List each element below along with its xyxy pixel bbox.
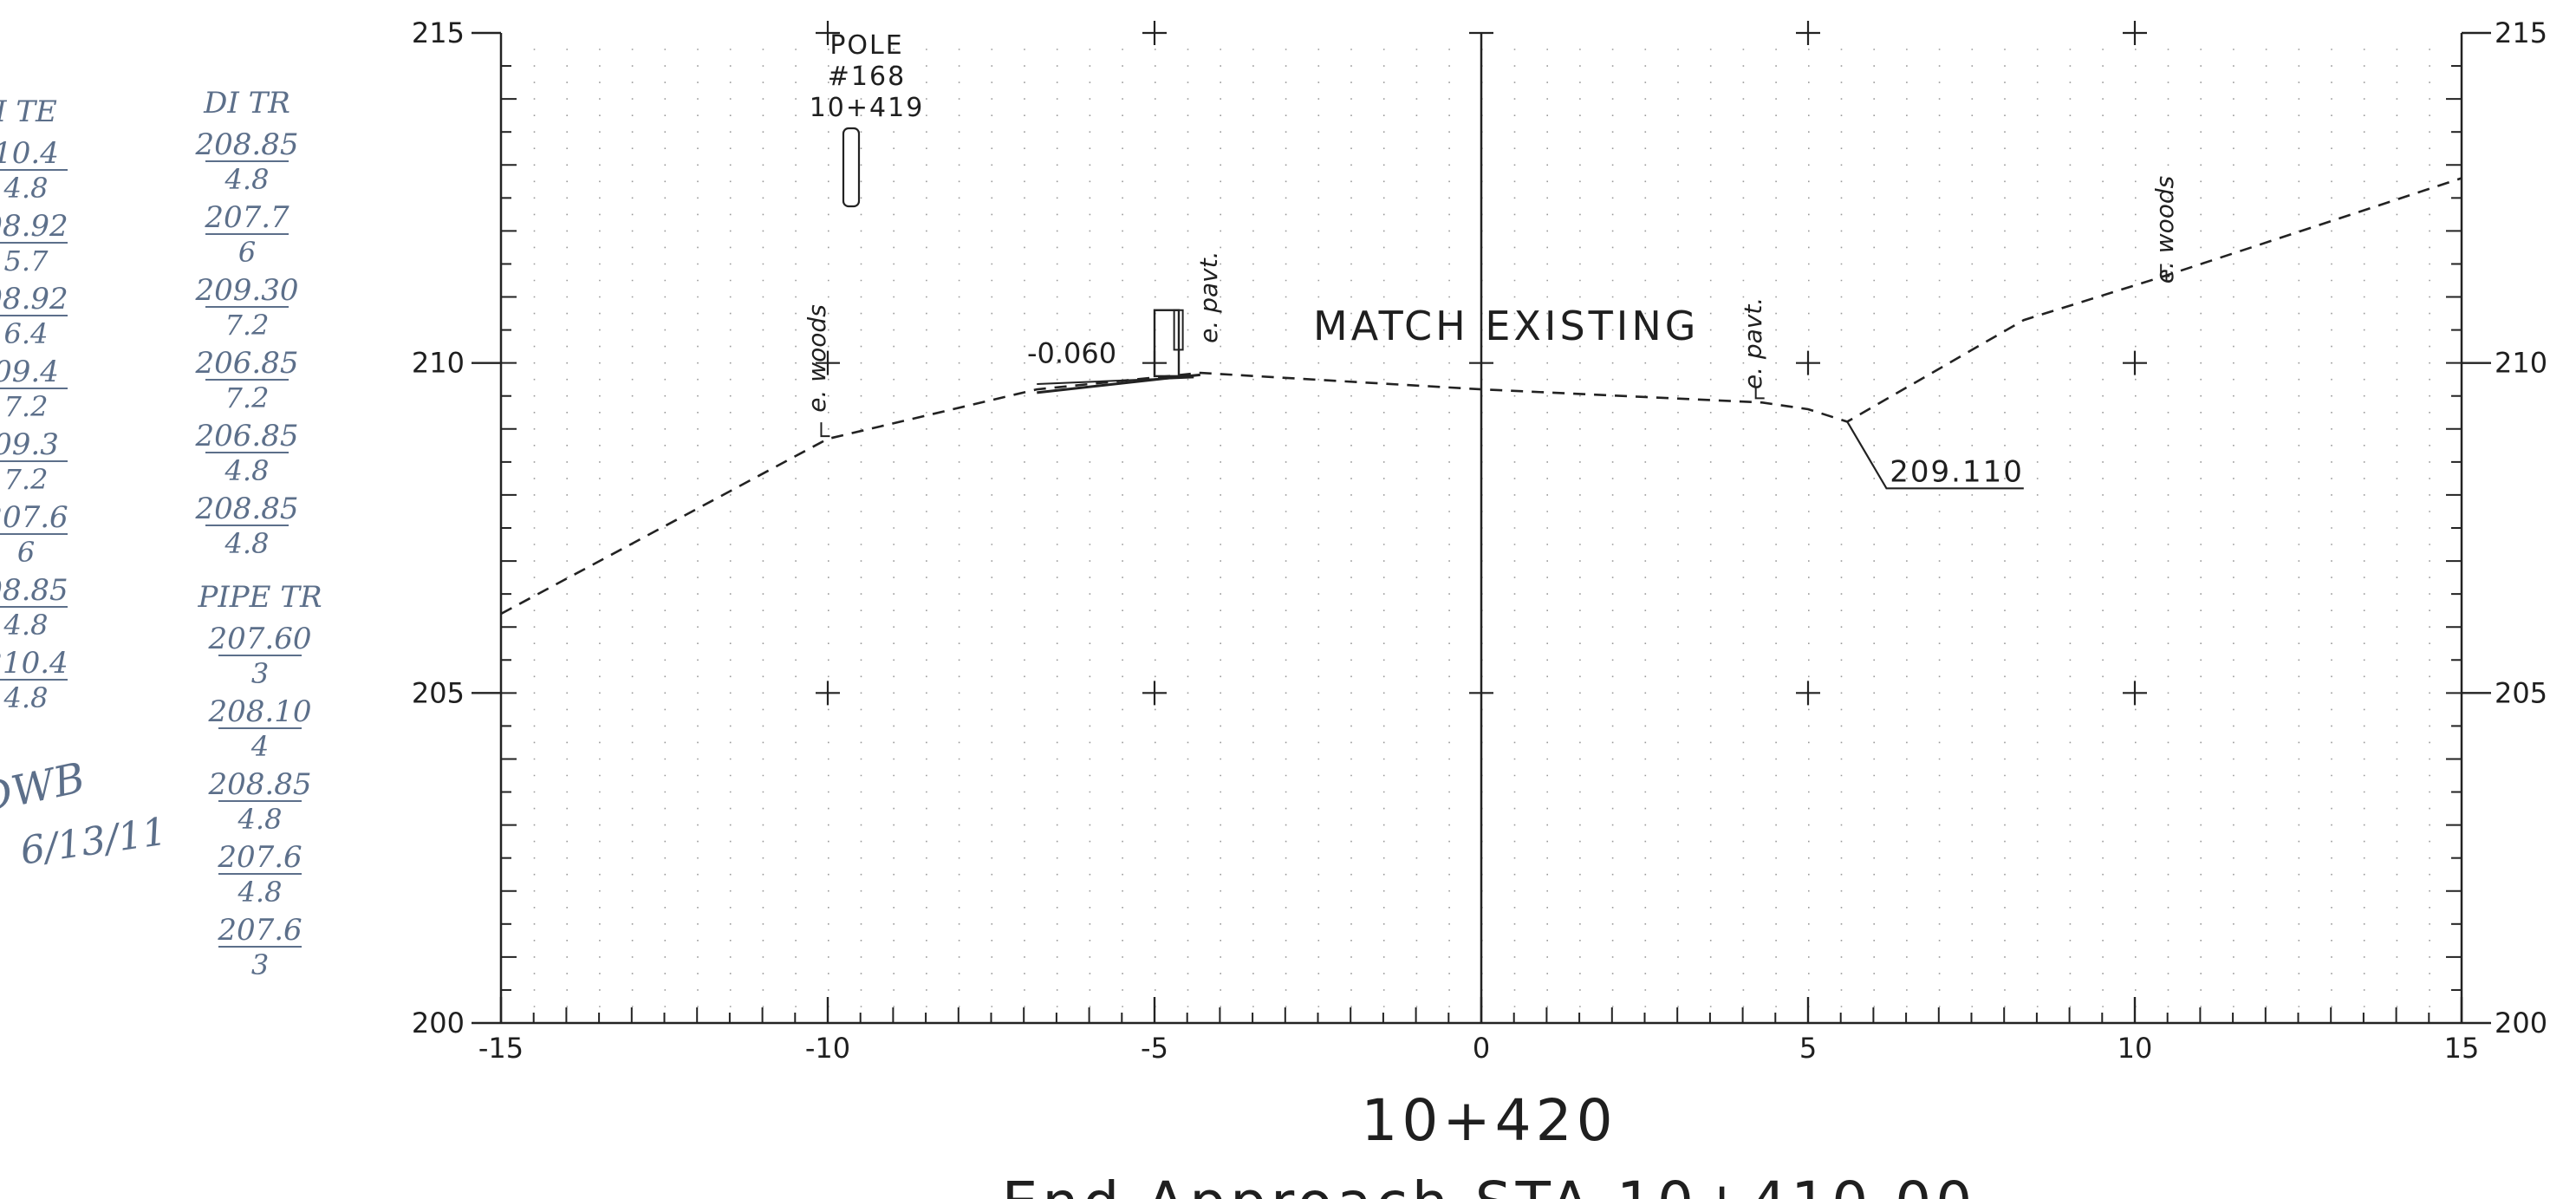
hw-col1-width: 4.8 — [3, 172, 49, 205]
grid-cross-marker — [816, 681, 840, 706]
grid-cross-marker — [1796, 350, 1820, 375]
hw-col2-width: 4.8 — [224, 527, 270, 560]
slope-leader — [1037, 376, 1194, 386]
hw-col2-value: 208.85 — [195, 492, 299, 526]
hw-col2-header: DI TR — [203, 86, 290, 121]
x-tick-label: 10 — [2117, 1032, 2153, 1065]
hw-col1-width: 7.2 — [4, 463, 49, 496]
pole-symbol — [842, 127, 861, 208]
label-tick — [820, 422, 830, 438]
hw-pipe-header: PIPE TR — [197, 580, 322, 615]
pole-label-line: POLE — [829, 30, 903, 61]
hw-pipe-width: 4 — [250, 730, 269, 763]
x-tick-label: 15 — [2444, 1032, 2480, 1065]
hw-pipe-width: 4.8 — [237, 876, 283, 909]
y-tick-label-left: 205 — [412, 676, 465, 709]
hw-col1-value: 210.4 — [0, 646, 68, 681]
hw-pipe-width: 3 — [251, 948, 269, 981]
hw-col2-value: 209.30 — [195, 273, 299, 308]
plot-frame — [499, 21, 2463, 1025]
hw-col1-header: I TE — [0, 94, 57, 129]
hw-col2-value: 206.85 — [195, 346, 299, 381]
chart-marks — [500, 177, 2462, 616]
grid-cross-marker — [2123, 681, 2147, 706]
hw-pipe-value: 207.6 — [217, 913, 302, 948]
x-tick-label: -10 — [805, 1032, 850, 1065]
hw-col2-value: 206.85 — [195, 419, 299, 453]
x-tick-label: -15 — [478, 1032, 524, 1065]
hw-col2-width: 7.2 — [225, 309, 270, 342]
pole-label-line: 10+419 — [810, 93, 925, 123]
elevation-label: 209.110 — [1890, 455, 2024, 490]
grid-cross-marker — [1142, 21, 1167, 45]
grid-cross-marker — [2123, 350, 2147, 375]
handwritten-notes: I TE10.44.808.925.708.926.409.47.209.37.… — [0, 86, 322, 981]
label-tick — [1754, 386, 1765, 400]
hw-col1-width: 6 — [17, 536, 35, 569]
x-tick-label: 5 — [1799, 1032, 1817, 1065]
hw-col1-value: 09.4 — [0, 355, 59, 389]
hw-col1-width: 4.8 — [3, 609, 49, 642]
curb-detail — [1173, 309, 1184, 351]
hw-col1-width: 4.8 — [3, 681, 49, 714]
hw-initials: DWB — [0, 753, 89, 824]
grid-cross-marker — [1142, 681, 1167, 706]
hw-col1-width: 7.2 — [4, 390, 49, 423]
y-tick-label-left: 210 — [412, 347, 465, 380]
hw-col1-value: 207.6 — [0, 500, 68, 535]
grid-cross-marker — [1796, 681, 1820, 706]
hw-col1-value: 08.85 — [0, 573, 68, 608]
hw-col2-width: 6 — [238, 236, 256, 269]
pole-label-line: #168 — [828, 62, 906, 92]
y-tick-label-right: 210 — [2495, 347, 2547, 380]
hw-col2-value: 207.7 — [204, 200, 289, 235]
axis-ticks: -15 -10 -5 0 5 10 15 200 200 205 205 210 210 215 215 — [412, 16, 2547, 1065]
y-tick-label-left: 215 — [412, 16, 465, 49]
hw-pipe-value: 207.60 — [208, 622, 312, 656]
hw-col2-value: 208.85 — [195, 127, 299, 162]
hw-date: 6/13/11 — [17, 810, 169, 874]
y-tick-label-right: 205 — [2495, 676, 2547, 709]
hw-col1-width: 5.7 — [4, 244, 49, 277]
grid-cross-marker — [1796, 21, 1820, 45]
y-tick-label-right: 200 — [2495, 1007, 2547, 1039]
hw-col1-value: 08.92 — [0, 209, 68, 244]
hw-pipe-value: 208.85 — [208, 767, 312, 802]
sheet-footer: 10+420 End Approach STA 10+410.00 — [1002, 1087, 1976, 1199]
hw-col1-value: 08.92 — [0, 282, 68, 316]
slope-label: -0.060 — [1027, 337, 1116, 370]
elevation-leader — [1846, 420, 2024, 490]
match-existing-label: MATCH EXISTING — [1313, 303, 1699, 349]
x-tick-label: 0 — [1473, 1032, 1490, 1065]
grid-cross-marker — [816, 21, 840, 45]
hw-pipe-value: 207.6 — [217, 840, 302, 875]
ground-profile-line — [500, 177, 2462, 616]
label-e-pavt-right: e. pavt. — [1739, 297, 1767, 389]
hw-col1-width: 6.4 — [4, 317, 49, 350]
label-e-woods-left: e. woods — [803, 304, 831, 413]
label-e-pavt-left: e. pavt. — [1194, 251, 1223, 342]
hw-pipe-width: 3 — [251, 657, 269, 690]
hw-col1-value: 09.3 — [0, 427, 59, 462]
y-tick-label-left: 200 — [412, 1007, 465, 1039]
hw-col2-width: 4.8 — [224, 163, 270, 196]
station-label: 10+420 — [1361, 1087, 1617, 1154]
grid-cross-marker — [816, 350, 840, 375]
curb-symbol — [1153, 309, 1181, 378]
hw-col1-value: 10.4 — [0, 136, 59, 171]
approach-subtitle: End Approach STA 10+410.00 — [1002, 1170, 1976, 1199]
grid-cross-marker — [2123, 21, 2147, 45]
y-tick-label-right: 215 — [2495, 16, 2547, 49]
hw-col2-width: 4.8 — [224, 454, 270, 487]
label-tick — [2160, 264, 2170, 277]
hw-pipe-width: 4.8 — [237, 803, 283, 836]
label-e-woods-right: e. woods — [2150, 176, 2179, 284]
hw-pipe-value: 208.10 — [208, 694, 312, 729]
x-tick-label: -5 — [1141, 1032, 1168, 1065]
hw-col2-width: 7.2 — [225, 381, 270, 414]
